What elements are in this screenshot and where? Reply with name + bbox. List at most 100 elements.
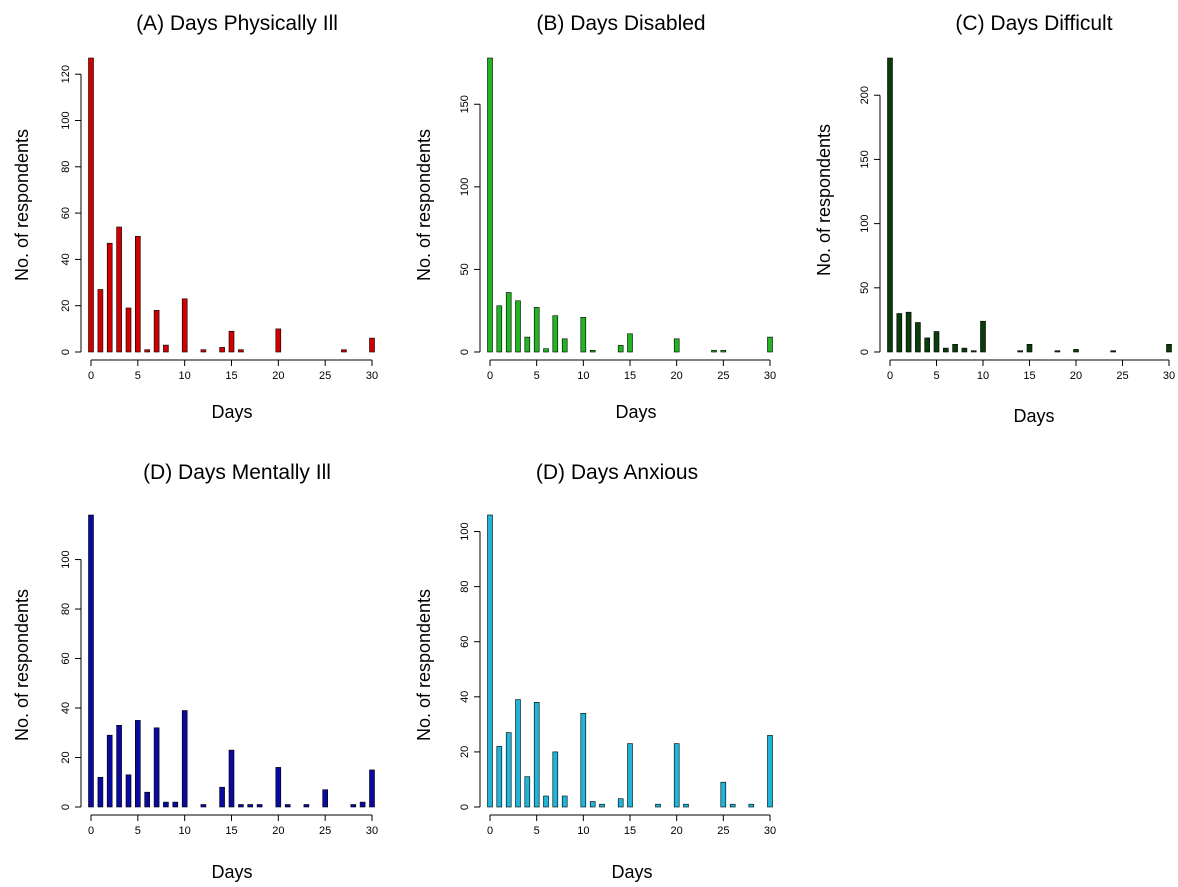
panel-e-bar bbox=[720, 781, 727, 808]
panel-d-bar bbox=[228, 749, 235, 808]
panel-b-x-tick-label: 25 bbox=[717, 370, 729, 382]
panel-d-x-tick-label: 0 bbox=[88, 825, 94, 837]
panel-a-x-tick-label: 5 bbox=[135, 370, 141, 382]
panel-c-bar bbox=[933, 331, 940, 353]
panel-c-ylabel: No. of respondents bbox=[814, 124, 834, 276]
panel-c-bar bbox=[887, 57, 893, 353]
panel-e-bar bbox=[767, 735, 773, 808]
panel-e-bars bbox=[487, 514, 773, 808]
panel-d-ylabel: No. of respondents bbox=[12, 589, 32, 741]
panel-e-bar bbox=[729, 803, 736, 808]
panel-d-title: (D) Days Mentally Ill bbox=[143, 461, 331, 484]
panel-a-bar bbox=[144, 349, 150, 353]
panel-c: (C) Days Difficult Days No. of responden… bbox=[814, 12, 1175, 426]
panel-b-bar bbox=[617, 345, 624, 353]
panel-e-bar bbox=[673, 743, 680, 808]
panel-b-bar bbox=[505, 292, 512, 353]
panel-d-bar bbox=[322, 789, 329, 808]
panel-a-y-tick-label: 0 bbox=[60, 349, 72, 355]
panel-d-bar bbox=[275, 767, 282, 808]
panel-a-x-tick-label: 0 bbox=[88, 370, 94, 382]
panel-c-x-tick-label: 0 bbox=[887, 370, 893, 382]
panel-d-bar bbox=[369, 769, 375, 808]
panel-c-bar bbox=[915, 322, 921, 353]
panel-c-bar bbox=[924, 337, 931, 353]
panel-b-x-tick-label: 15 bbox=[624, 370, 636, 382]
panel-a-y-tick-label: 80 bbox=[60, 161, 72, 173]
panel-e-bar bbox=[655, 803, 661, 808]
panel-b-x-tick-label: 20 bbox=[671, 370, 683, 382]
panel-d-x-tick-label: 20 bbox=[272, 825, 284, 837]
panel-c-bars bbox=[887, 57, 1172, 353]
panel-b-bar bbox=[543, 348, 549, 353]
panel-c-bar bbox=[896, 313, 903, 353]
panel-e-bar bbox=[487, 514, 493, 808]
panel-c-bar bbox=[961, 347, 968, 353]
panel-e-x-tick-label: 10 bbox=[577, 825, 589, 837]
panel-d-bar bbox=[247, 804, 253, 808]
panel-c-bar bbox=[1017, 350, 1024, 353]
panel-b-bar bbox=[720, 349, 727, 353]
panel-e: (D) Days Anxious Days No. of respondents… bbox=[414, 461, 776, 882]
panel-b-y-tick-label: 100 bbox=[459, 178, 471, 196]
panel-e-title: (D) Days Anxious bbox=[536, 461, 698, 484]
panel-a-x-tick-label: 20 bbox=[272, 370, 284, 382]
panel-a-title: (A) Days Physically Ill bbox=[136, 12, 338, 35]
panel-d-bar bbox=[125, 774, 132, 808]
panel-e-bar bbox=[683, 803, 689, 808]
panel-a-bar bbox=[97, 289, 104, 353]
panel-c-x-tick-label: 5 bbox=[933, 370, 939, 382]
panel-e-y-tick-label: 0 bbox=[459, 804, 471, 810]
panel-a-bars bbox=[88, 57, 375, 353]
panel-d-bar bbox=[116, 724, 122, 808]
panel-e-bar bbox=[599, 803, 605, 808]
panel-d-y-tick-label: 100 bbox=[60, 550, 72, 568]
panel-d-y-tick-label: 20 bbox=[60, 751, 72, 763]
panel-c-y-tick-label: 0 bbox=[859, 349, 871, 355]
panel-d-axes: 0 5 10 15 20 25 30 0 20 40 60 80 100 bbox=[60, 550, 378, 837]
panel-c-bar bbox=[1026, 343, 1033, 353]
panel-b-ylabel: No. of respondents bbox=[414, 129, 434, 281]
panel-c-bar bbox=[952, 343, 958, 353]
panel-e-x-tick-label: 15 bbox=[624, 825, 636, 837]
panel-b-y-tick-label: 50 bbox=[459, 263, 471, 275]
panel-e-bar bbox=[515, 699, 521, 808]
panel-a-y-tick-label: 120 bbox=[60, 65, 72, 83]
panel-d: (D) Days Mentally Ill Days No. of respon… bbox=[12, 461, 378, 882]
panel-c-axes: 0 5 10 15 20 25 30 0 50 100 150 200 bbox=[859, 86, 1175, 382]
panel-d-bar bbox=[359, 801, 366, 808]
panel-b-x-tick-label: 5 bbox=[534, 370, 540, 382]
panel-c-title: (C) Days Difficult bbox=[955, 12, 1112, 35]
panel-a-x-tick-label: 10 bbox=[179, 370, 191, 382]
panel-d-bar bbox=[97, 776, 104, 808]
panel-e-bar bbox=[496, 746, 503, 808]
panel-d-bar bbox=[181, 710, 188, 808]
panel-a-bar bbox=[116, 226, 122, 353]
panel-d-x-tick-label: 15 bbox=[225, 825, 237, 837]
panel-e-bar bbox=[748, 803, 755, 808]
panel-b-y-tick-label: 150 bbox=[459, 95, 471, 113]
panel-a-axes: 0 5 10 15 20 25 30 0 20 40 60 80 100 120 bbox=[60, 65, 378, 382]
panel-e-x-tick-label: 5 bbox=[534, 825, 540, 837]
panel-d-bar bbox=[172, 801, 179, 808]
panel-d-bar bbox=[284, 804, 291, 808]
panel-a-xlabel: Days bbox=[211, 402, 252, 422]
panel-d-x-tick-label: 5 bbox=[135, 825, 141, 837]
panel-c-bar bbox=[942, 347, 949, 353]
panel-a-x-tick-label: 25 bbox=[319, 370, 331, 382]
panel-b-title: (B) Days Disabled bbox=[536, 12, 705, 35]
panel-b-xlabel: Days bbox=[615, 402, 656, 422]
panel-e-y-tick-label: 40 bbox=[459, 691, 471, 703]
panel-b-bar bbox=[487, 57, 493, 353]
panel-c-y-tick-label: 50 bbox=[859, 282, 871, 294]
panel-a-ylabel: No. of respondents bbox=[12, 129, 32, 281]
panel-e-bar bbox=[580, 712, 587, 808]
panel-a-bar bbox=[125, 307, 132, 353]
panel-b-bar bbox=[496, 305, 503, 353]
panel-e-bar bbox=[505, 732, 512, 808]
panel-a-bar bbox=[181, 298, 188, 353]
panel-b-bars bbox=[487, 57, 773, 353]
panel-d-x-tick-label: 30 bbox=[366, 825, 378, 837]
